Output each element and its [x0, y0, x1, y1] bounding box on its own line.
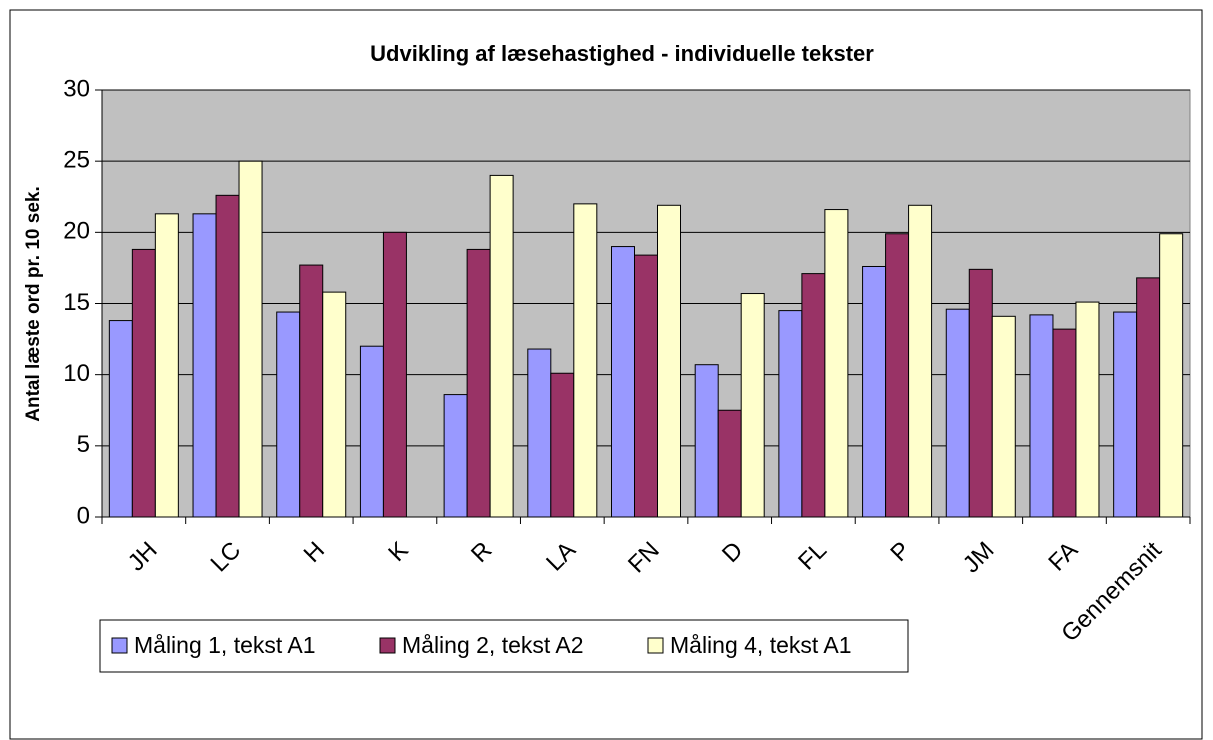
bar: [573, 203, 598, 518]
bar: [527, 348, 552, 518]
legend-label: Måling 2, tekst A2: [402, 632, 584, 658]
bar: [238, 160, 263, 518]
legend-swatch: [111, 637, 128, 654]
bar: [862, 265, 887, 518]
bar: [908, 204, 933, 518]
bar: [131, 248, 156, 518]
y-tick-label: 10: [63, 360, 90, 387]
legend-swatch: [379, 637, 396, 654]
bar: [611, 246, 635, 518]
chart-title: Udvikling af læsehastighed - individuell…: [370, 41, 874, 66]
bar: [108, 320, 133, 518]
bar: [657, 204, 681, 518]
bar: [466, 248, 491, 518]
legend-box: [99, 619, 909, 673]
bar: [968, 268, 993, 518]
bar: [322, 291, 347, 518]
legend-label: Måling 4, tekst A1: [670, 632, 852, 658]
legend-label: Måling 1, tekst A1: [134, 632, 316, 658]
y-tick-label: 25: [63, 147, 90, 174]
bar: [192, 213, 217, 518]
y-axis-label: Antal læste ord pr. 10 sek.: [23, 186, 44, 421]
bar: [215, 194, 240, 518]
y-tick-label: 20: [63, 218, 90, 245]
y-tick-label: 0: [77, 502, 90, 529]
bar: [359, 345, 384, 518]
bar: [717, 409, 742, 518]
bar: [489, 174, 514, 518]
y-tick-label: 5: [77, 431, 90, 458]
bar: [382, 231, 407, 518]
bar: [945, 308, 970, 518]
bar: [1136, 277, 1161, 518]
bar: [824, 209, 849, 518]
bar: [1029, 314, 1054, 518]
bar: [299, 264, 324, 518]
bar: [778, 310, 803, 518]
bar: [1052, 328, 1077, 518]
legend-swatch: [647, 637, 664, 654]
bar: [634, 254, 658, 518]
bar: [550, 372, 575, 518]
y-tick-label: 15: [63, 289, 90, 316]
bar: [1113, 311, 1138, 518]
bar: [276, 311, 301, 518]
bar: [991, 315, 1016, 518]
bar: [740, 293, 765, 518]
bar: [443, 394, 468, 518]
bar: [801, 273, 826, 518]
bar: [694, 364, 719, 518]
bar: [154, 213, 179, 518]
bar: [1075, 301, 1100, 518]
y-tick-label: 30: [63, 75, 90, 102]
bar: [885, 233, 910, 518]
bar: [1159, 233, 1184, 518]
